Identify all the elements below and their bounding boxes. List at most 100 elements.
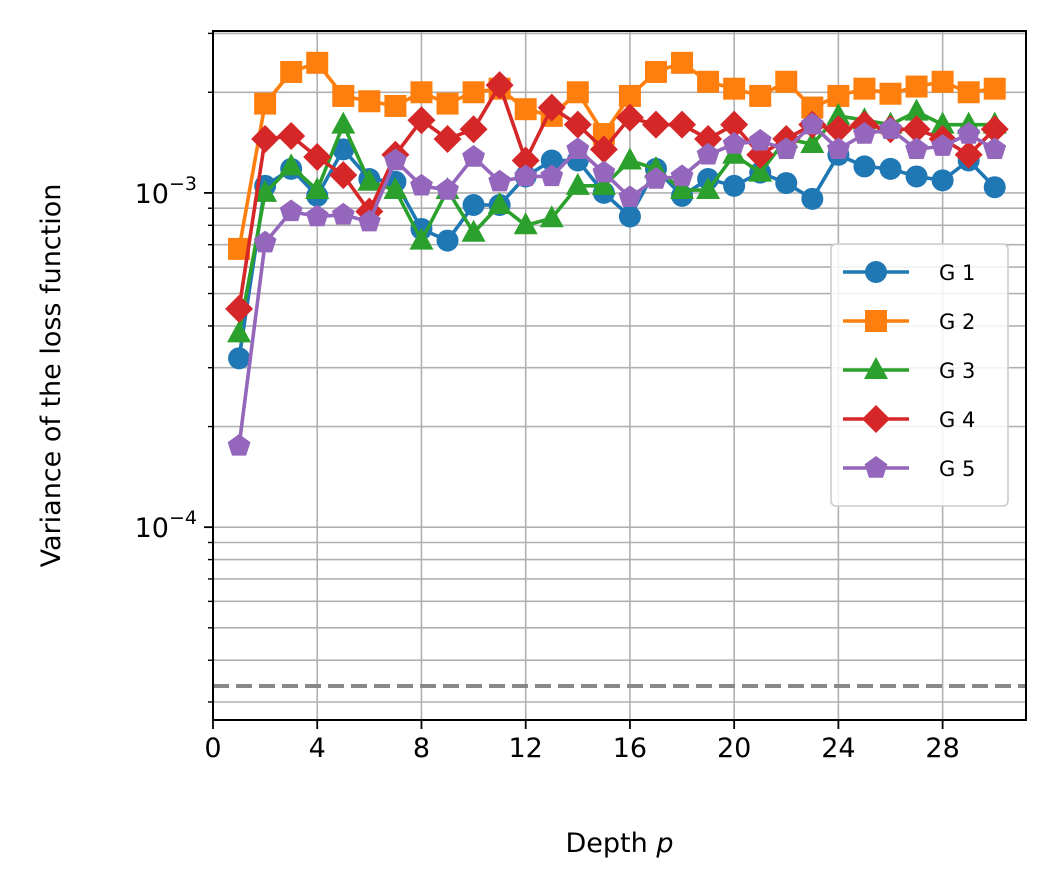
data-point [905,165,928,188]
y-axis-label: Variance of the loss function [36,184,67,568]
data-point [826,102,851,125]
data-point [954,140,983,169]
data-point [904,98,929,121]
data-point [592,160,616,183]
x-axis-label-variable: p [655,828,673,859]
legend-box [830,243,1009,507]
data-point [670,177,695,200]
data-point [905,137,928,160]
data-point [774,137,798,160]
data-point [801,187,824,210]
data-point [824,115,853,144]
data-point [459,115,488,144]
data-point [644,60,667,83]
data-point [592,123,615,146]
data-point [357,168,382,191]
x-tick-label: 4 [309,733,326,764]
data-point [775,70,798,93]
axis-ticks: 0 4 8 12 16 20 24 28 10−4 10−3 [135,32,960,764]
legend-marker [865,310,887,332]
legend-marker [864,456,888,478]
data-point [853,77,876,100]
legend-label: G 3 [939,359,975,383]
data-point [254,92,277,115]
data-point [931,169,954,192]
data-point [279,153,304,176]
data-point [670,164,694,187]
legend-marker [865,261,887,283]
data-point [436,229,459,252]
data-point [801,96,824,119]
data-point [800,112,824,135]
x-axis-label: Depth p [566,828,674,859]
data-point [383,177,408,200]
data-point [563,110,592,139]
data-point [331,202,355,225]
data-point [879,157,902,180]
data-point [618,84,641,107]
data-point [329,161,358,190]
data-point [615,103,644,132]
legend-label: G 4 [939,408,975,432]
data-point [748,159,773,182]
data-point [723,77,746,100]
data-point [462,194,485,217]
data-point [720,110,749,139]
data-point [227,320,252,343]
data-point [930,111,955,134]
data-point [748,128,772,151]
data-point [983,176,1006,199]
data-point [383,148,407,171]
data-point [931,70,954,93]
data-point [433,124,462,153]
data-point [407,106,436,135]
legend-marker [864,357,888,379]
data-point [513,212,538,235]
data-point [775,172,798,195]
y-tick-label: 10−3 [135,173,197,210]
data-point [332,84,355,107]
data-point [537,93,566,122]
data-point [931,134,955,156]
data-point [305,177,330,200]
data-point [410,81,433,104]
data-point [827,84,850,107]
data-point [357,209,381,232]
data-point [358,90,381,113]
data-point [722,132,746,154]
data-point [696,177,721,200]
x-tick-label: 16 [613,733,647,764]
data-point [618,205,641,228]
data-point [668,110,697,139]
x-tick-label: 0 [204,733,221,764]
data-point [905,75,928,98]
data-point [436,92,459,115]
legend-item: G 4 [843,405,975,433]
data-point [280,60,303,83]
data-point [227,433,251,456]
data-point [488,169,512,192]
data-point [332,138,355,161]
data-point [306,51,329,74]
data-point [511,146,540,175]
data-point [694,124,723,153]
series-group [225,51,1009,456]
data-point [617,147,642,170]
plot-frame [212,30,1027,721]
data-point [749,84,772,107]
data-point [462,145,485,167]
data-point [514,164,538,187]
data-point [225,294,254,323]
data-point [436,178,459,200]
data-point [980,115,1009,144]
legend-item: G 3 [843,357,975,383]
x-tick-label: 24 [821,733,855,764]
data-point [697,70,720,93]
legend-item: G 2 [843,310,975,334]
data-point [826,137,850,160]
data-point [696,142,720,165]
data-point [540,149,563,172]
data-point [277,121,306,150]
data-point [251,124,280,153]
x-tick-label: 8 [413,733,430,764]
